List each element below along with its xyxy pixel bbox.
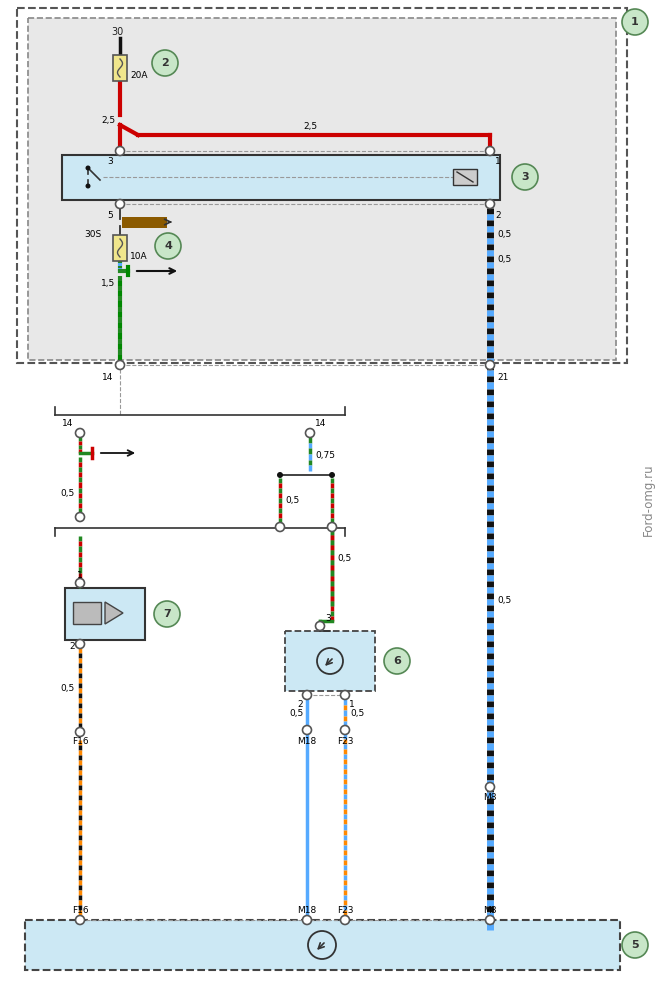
Circle shape xyxy=(277,472,283,478)
Text: 0,5: 0,5 xyxy=(61,488,75,498)
Text: 0,5: 0,5 xyxy=(497,229,512,238)
Text: M18: M18 xyxy=(297,906,316,915)
Circle shape xyxy=(316,621,324,630)
Text: 0,5: 0,5 xyxy=(350,708,364,717)
Text: 2,5: 2,5 xyxy=(101,116,115,124)
Bar xyxy=(113,55,127,81)
Circle shape xyxy=(341,725,350,734)
Circle shape xyxy=(485,200,495,208)
Circle shape xyxy=(485,916,495,925)
Circle shape xyxy=(485,361,495,370)
Text: 7: 7 xyxy=(163,609,171,619)
Text: 4: 4 xyxy=(164,241,172,251)
Circle shape xyxy=(341,691,350,700)
Bar xyxy=(28,18,616,360)
Text: 2: 2 xyxy=(297,700,303,709)
Bar xyxy=(62,155,500,200)
Text: F16: F16 xyxy=(71,906,88,915)
Text: 10A: 10A xyxy=(130,252,147,261)
Text: 2: 2 xyxy=(69,642,75,651)
Circle shape xyxy=(86,166,90,171)
Circle shape xyxy=(303,725,312,734)
Bar xyxy=(113,235,127,261)
Text: F23: F23 xyxy=(337,737,353,746)
Circle shape xyxy=(622,932,648,958)
Circle shape xyxy=(305,429,314,438)
Text: 21: 21 xyxy=(497,373,508,382)
Circle shape xyxy=(115,361,124,370)
Text: 5: 5 xyxy=(107,211,113,220)
Text: 14: 14 xyxy=(102,373,113,382)
Circle shape xyxy=(75,429,84,438)
Text: 0,5: 0,5 xyxy=(285,496,299,505)
Text: M8: M8 xyxy=(483,793,496,802)
Circle shape xyxy=(512,164,538,190)
Circle shape xyxy=(152,50,178,76)
Text: 0,5: 0,5 xyxy=(290,708,304,717)
Bar xyxy=(28,18,616,360)
Text: 1: 1 xyxy=(631,17,639,27)
Circle shape xyxy=(303,691,312,700)
Text: F23: F23 xyxy=(337,906,353,915)
Text: 3: 3 xyxy=(521,172,529,182)
Circle shape xyxy=(622,9,648,35)
Bar xyxy=(25,920,620,970)
Bar xyxy=(65,588,145,640)
Bar xyxy=(122,217,167,228)
Text: 20A: 20A xyxy=(130,71,147,80)
Circle shape xyxy=(115,200,124,208)
Text: 2,5: 2,5 xyxy=(303,122,317,131)
Text: 0,5: 0,5 xyxy=(337,553,351,562)
Text: 30S: 30S xyxy=(84,230,102,239)
Text: 3: 3 xyxy=(325,614,331,623)
Bar xyxy=(285,631,375,691)
Text: 6: 6 xyxy=(393,656,401,666)
Circle shape xyxy=(75,579,84,588)
Bar xyxy=(17,8,627,363)
Text: 2: 2 xyxy=(495,211,500,220)
Circle shape xyxy=(328,523,337,532)
Circle shape xyxy=(303,916,312,925)
Bar xyxy=(285,631,375,691)
Text: 3: 3 xyxy=(107,157,113,166)
Circle shape xyxy=(154,601,180,627)
Circle shape xyxy=(75,639,84,648)
Text: 2: 2 xyxy=(161,58,169,68)
Text: 0,75: 0,75 xyxy=(315,451,335,459)
Circle shape xyxy=(75,916,84,925)
Text: 0,5: 0,5 xyxy=(497,596,512,605)
Text: 14: 14 xyxy=(315,419,326,428)
Text: 14: 14 xyxy=(62,419,73,428)
Text: 1,5: 1,5 xyxy=(101,279,115,288)
Bar xyxy=(73,602,101,624)
Text: 0,5: 0,5 xyxy=(497,255,512,264)
Text: F16: F16 xyxy=(71,737,88,746)
Circle shape xyxy=(276,523,284,532)
Text: 0,5: 0,5 xyxy=(61,684,75,693)
Circle shape xyxy=(75,513,84,522)
Text: M18: M18 xyxy=(297,737,316,746)
Circle shape xyxy=(384,648,410,674)
Text: 1: 1 xyxy=(349,700,355,709)
Circle shape xyxy=(329,472,335,478)
Circle shape xyxy=(341,916,350,925)
Text: 1: 1 xyxy=(495,157,501,166)
Bar xyxy=(453,169,477,185)
Bar xyxy=(25,920,620,970)
Text: M8: M8 xyxy=(483,906,496,915)
Text: 5: 5 xyxy=(631,940,639,950)
Text: Ford-omg.ru: Ford-omg.ru xyxy=(641,463,654,536)
Text: 1: 1 xyxy=(77,571,83,580)
Circle shape xyxy=(155,233,181,259)
Circle shape xyxy=(485,782,495,791)
Text: 30: 30 xyxy=(111,27,123,37)
Circle shape xyxy=(86,184,90,189)
Circle shape xyxy=(485,146,495,155)
Circle shape xyxy=(115,146,124,155)
Circle shape xyxy=(75,727,84,736)
Polygon shape xyxy=(105,602,123,624)
